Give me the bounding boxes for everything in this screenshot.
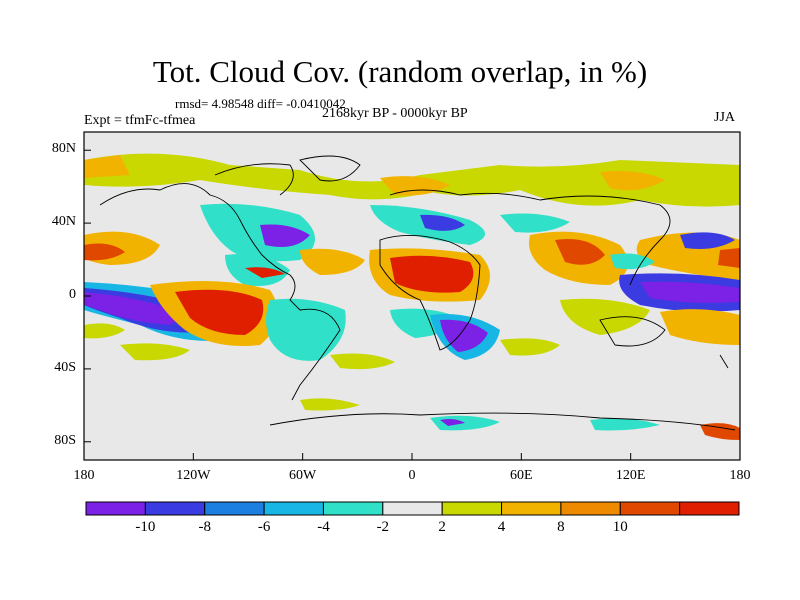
season-label: JJA (714, 110, 736, 125)
x-tick-label: 120E (615, 468, 646, 483)
colorbar-level-label: -4 (317, 519, 330, 535)
colorbar-swatch (619, 501, 681, 516)
y-tick-label: 80N (51, 141, 76, 157)
coastlines (99, 155, 736, 431)
colorbar-swatch (322, 501, 384, 516)
period-label: 2168kyr BP - 0000kyr BP (322, 106, 468, 121)
x-tick-label: 60W (289, 468, 317, 483)
stats-label: rmsd= 4.98548 diff= -0.0410042 (175, 96, 346, 111)
y-tick-label: 80S (54, 432, 76, 448)
colorbar-swatch (679, 501, 740, 516)
colorbar-level-label: -6 (257, 519, 271, 535)
colorbar-level-label: -2 (376, 519, 390, 535)
colorbar-swatch (263, 501, 324, 516)
colorbar-swatch (144, 501, 206, 516)
y-tick-label: 0 (69, 287, 76, 302)
colorbar-level-label: 4 (497, 519, 506, 535)
colorbar-swatch (560, 501, 621, 516)
colorbar-swatch (441, 501, 503, 516)
colorbar-swatch (85, 501, 146, 516)
colorbar (85, 501, 740, 516)
y-tick-label: 40S (54, 359, 76, 375)
colorbar-level-label: -8 (198, 519, 211, 535)
colorbar-level-label: -10 (135, 519, 156, 535)
map-title: Tot. Cloud Cov. (random overlap, in %) (152, 54, 648, 89)
x-tick-marks (83, 453, 741, 460)
colorbar-level-label: 2 (438, 519, 446, 535)
x-tick-label: 180 (73, 468, 95, 483)
x-tick-label: 120W (176, 468, 211, 483)
x-tick-label: 0 (408, 468, 416, 483)
colorbar-swatch (382, 501, 443, 516)
x-tick-label: 180 (729, 468, 751, 483)
colorbar-level-label: 8 (557, 519, 565, 535)
y-tick-label: 40N (51, 214, 76, 230)
y-tick-marks (84, 149, 91, 443)
colorbar-swatch (204, 501, 265, 516)
x-tick-label: 60E (510, 468, 533, 483)
colorbar-swatch (501, 501, 562, 516)
experiment-label: Expt = tfmFc-tfmea (84, 113, 196, 128)
colorbar-level-label: 10 (612, 519, 628, 535)
